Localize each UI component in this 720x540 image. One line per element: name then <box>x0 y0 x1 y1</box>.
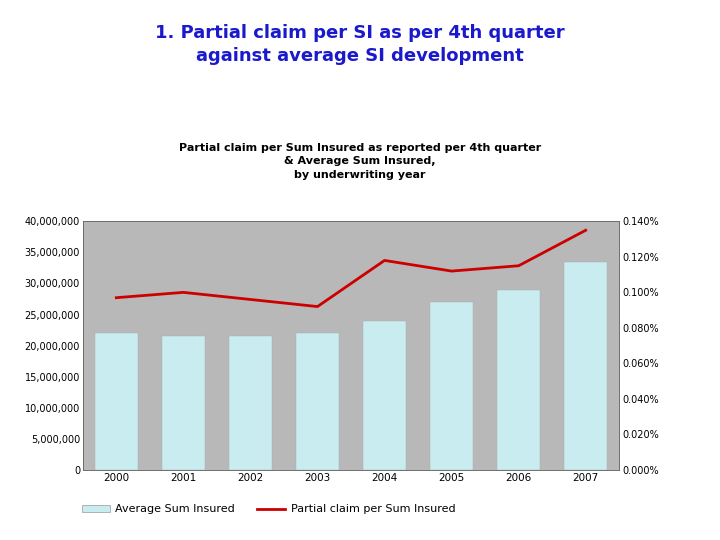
Bar <box>363 321 406 470</box>
Legend: Average Sum Insured, Partial claim per Sum Insured: Average Sum Insured, Partial claim per S… <box>78 500 460 519</box>
Bar <box>94 333 138 470</box>
Bar <box>497 289 541 470</box>
Bar <box>430 302 473 470</box>
Bar <box>564 262 608 470</box>
Text: Partial claim per Sum Insured as reported per 4th quarter
& Average Sum Insured,: Partial claim per Sum Insured as reporte… <box>179 143 541 179</box>
Bar <box>161 336 205 470</box>
Bar <box>229 336 272 470</box>
Text: 1. Partial claim per SI as per 4th quarter
against average SI development: 1. Partial claim per SI as per 4th quart… <box>156 24 564 64</box>
Bar <box>296 333 339 470</box>
